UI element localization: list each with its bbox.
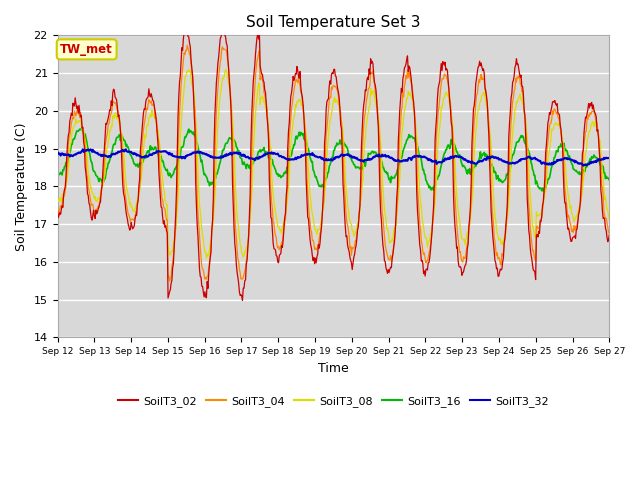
X-axis label: Time: Time [318, 361, 349, 374]
Title: Soil Temperature Set 3: Soil Temperature Set 3 [246, 15, 420, 30]
Legend: SoilT3_02, SoilT3_04, SoilT3_08, SoilT3_16, SoilT3_32: SoilT3_02, SoilT3_04, SoilT3_08, SoilT3_… [113, 391, 554, 411]
Text: TW_met: TW_met [60, 43, 113, 56]
Y-axis label: Soil Temperature (C): Soil Temperature (C) [15, 122, 28, 251]
